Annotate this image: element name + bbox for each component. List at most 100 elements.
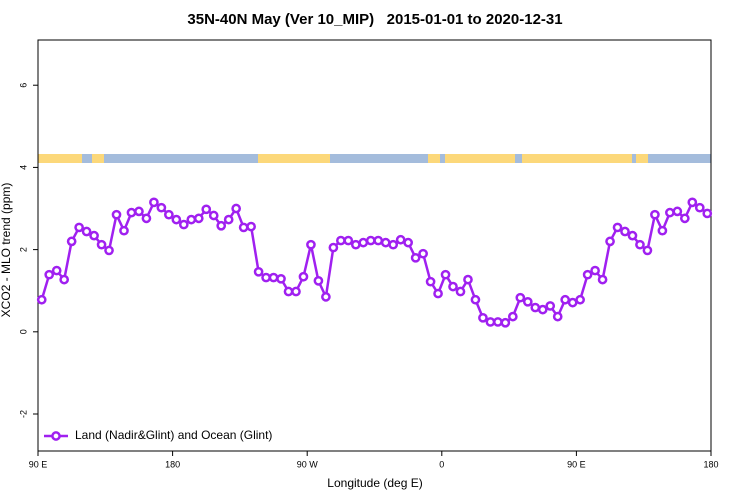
data-point <box>216 220 227 231</box>
chart-title: 35N-40N May (Ver 10_MIP) 2015-01-01 to 2… <box>187 11 562 28</box>
data-point <box>620 226 630 237</box>
x-tick-label: 180 <box>703 459 718 469</box>
x-tick-label: 90 W <box>297 459 319 469</box>
x-tick-label: 180 <box>165 459 180 469</box>
data-point <box>223 214 234 225</box>
data-point <box>515 292 526 303</box>
data-point <box>66 236 77 247</box>
data-point <box>178 219 189 230</box>
data-point <box>560 294 571 305</box>
data-point <box>306 239 316 250</box>
data-point <box>74 222 84 233</box>
x-tick-label: 0 <box>439 459 444 469</box>
data-point <box>358 237 369 248</box>
data-point <box>672 206 683 217</box>
data-point <box>493 317 503 327</box>
data-point <box>485 317 496 327</box>
data-point <box>298 271 309 282</box>
data-point <box>642 245 653 256</box>
data-point <box>134 206 144 217</box>
x-tick-label: 90 E <box>567 459 586 469</box>
data-point <box>193 213 204 224</box>
data-point <box>433 288 443 299</box>
data-point <box>149 197 159 208</box>
legend-marker <box>51 431 61 441</box>
data-point <box>679 213 690 224</box>
y-axis-label: XCO2 - MLO trend (ppm) <box>0 183 13 318</box>
data-point <box>365 235 376 246</box>
data-point <box>126 207 137 218</box>
data-point <box>246 221 256 232</box>
data-point <box>350 239 361 250</box>
data-point <box>156 202 167 213</box>
data-point <box>231 203 242 214</box>
series-line <box>40 200 709 325</box>
data-point <box>268 272 279 283</box>
data-point <box>650 209 660 220</box>
data-point <box>455 286 466 297</box>
data-point <box>395 234 406 245</box>
data-point <box>59 274 70 285</box>
data-point <box>343 235 354 246</box>
data-point <box>119 225 129 236</box>
data-point <box>590 265 600 276</box>
data-point <box>657 225 668 236</box>
data-point <box>478 312 488 323</box>
data-point <box>635 239 645 250</box>
data-point <box>537 304 548 315</box>
data-point <box>141 213 152 224</box>
data-point <box>552 311 563 322</box>
y-tick-label: 2 <box>18 247 28 252</box>
data-point <box>388 239 399 250</box>
data-point <box>440 269 451 280</box>
data-point <box>104 245 114 256</box>
y-tick-label: 4 <box>18 165 28 170</box>
data-point <box>575 294 585 305</box>
data-point <box>530 302 541 313</box>
data-point <box>410 252 421 263</box>
data-point <box>164 209 174 220</box>
data-point <box>507 311 518 322</box>
legend-label: Land (Nadir&Glint) and Ocean (Glint) <box>75 428 272 442</box>
data-point <box>470 294 481 305</box>
data-point <box>687 197 698 208</box>
data-point <box>336 235 346 246</box>
data-point <box>582 269 593 280</box>
data-point <box>36 294 47 305</box>
data-point <box>283 286 294 297</box>
data-point <box>612 222 623 233</box>
y-tick-label: -2 <box>18 410 28 418</box>
data-point <box>276 273 286 284</box>
plot-frame <box>37 39 712 452</box>
data-point <box>51 265 62 276</box>
data-point <box>321 292 331 302</box>
data-point <box>418 248 428 259</box>
data-point <box>373 235 384 246</box>
data-point <box>313 275 324 286</box>
data-point <box>448 281 458 292</box>
data-point <box>261 272 271 283</box>
data-point <box>238 222 249 233</box>
data-point <box>291 286 301 297</box>
data-point <box>463 274 473 285</box>
data-point <box>597 274 608 285</box>
y-tick-label: 6 <box>18 83 28 88</box>
data-point <box>702 208 713 219</box>
legend-item: Land (Nadir&Glint) and Ocean (Glint) <box>44 428 272 442</box>
data-point <box>605 236 615 247</box>
data-point <box>96 239 107 250</box>
data-point <box>208 210 219 221</box>
data-point <box>201 204 212 215</box>
data-point <box>253 266 264 277</box>
data-point <box>567 297 578 308</box>
land-ocean-strip <box>38 154 711 163</box>
data-point <box>665 207 675 218</box>
data-point <box>694 202 705 213</box>
data-point <box>380 237 391 248</box>
data-point <box>403 237 413 248</box>
data-point <box>111 209 122 220</box>
data-point <box>171 214 182 225</box>
data-point <box>500 317 511 328</box>
data-point <box>328 242 339 253</box>
